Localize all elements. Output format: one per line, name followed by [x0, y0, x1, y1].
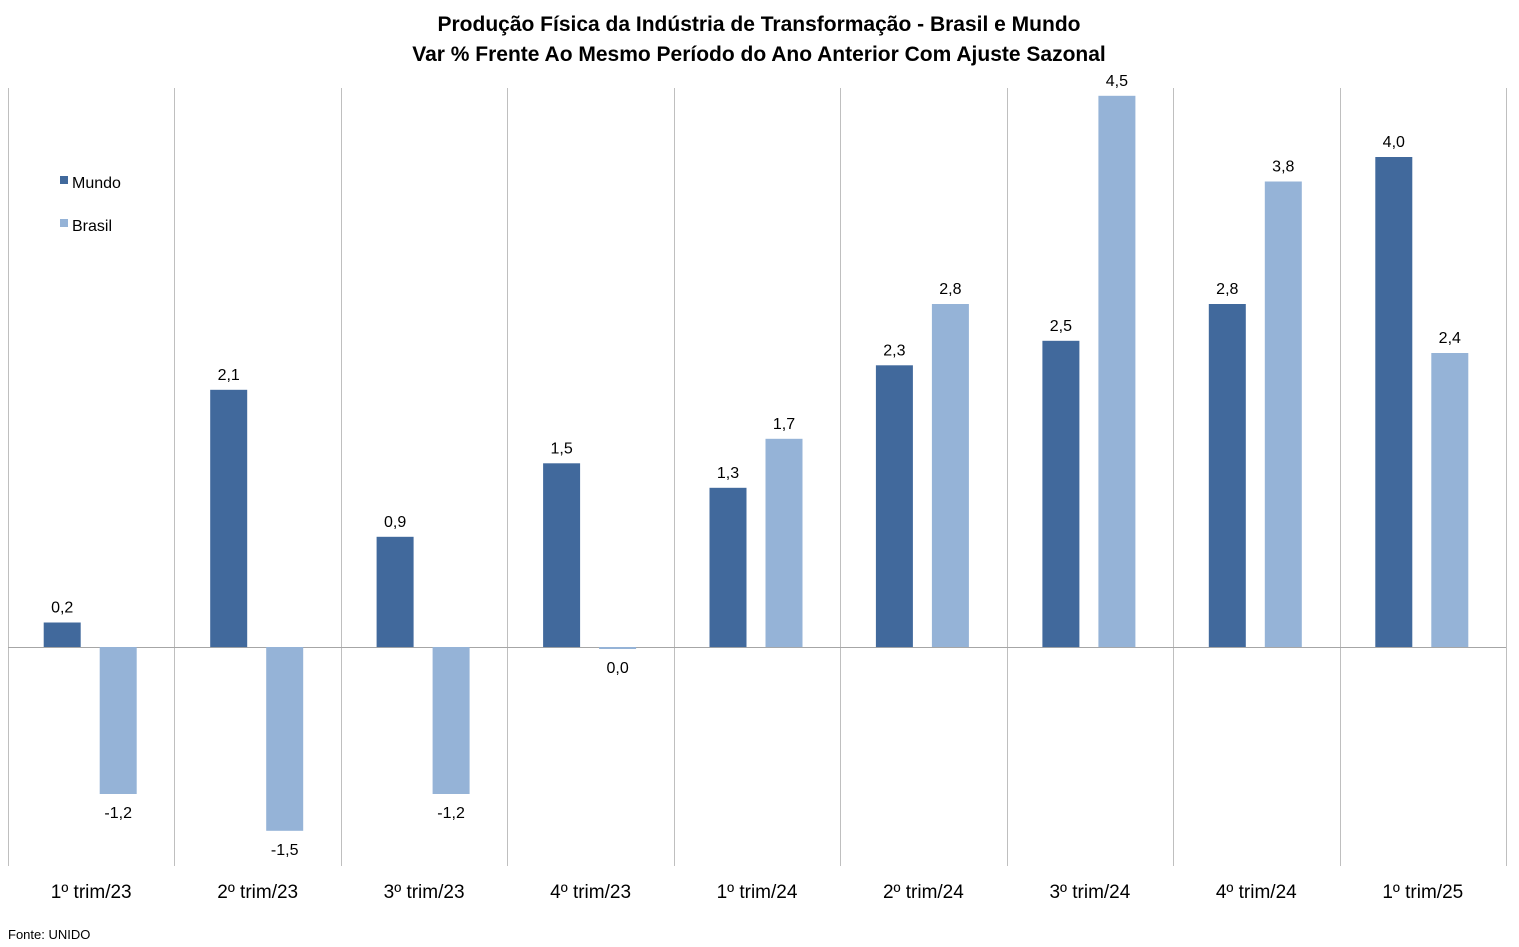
bars: [43, 95, 1469, 831]
chart-subtitle: Var % Frente Ao Mesmo Período do Ano Ant…: [412, 43, 1105, 66]
bar-mundo-8: [1208, 304, 1246, 647]
legend: Mundo Brasil: [60, 175, 121, 235]
category-labels: 1º trim/23 2º trim/23 3º trim/23 4º trim/23…: [51, 882, 1463, 903]
data-label-mundo-9: 4,0: [1383, 134, 1405, 151]
data-label-mundo-1: 0,2: [51, 600, 73, 617]
data-label-brasil-1: -1,2: [104, 805, 132, 822]
category-label-3: 3º trim/23: [384, 882, 465, 903]
category-label-1: 1º trim/23: [51, 882, 132, 903]
category-label-8: 4º trim/24: [1216, 882, 1297, 903]
data-labels: 0,2 -1,2 2,1 -1,5 0,9 -1,2 1,5 0,0 1,3 1,7 2,3 2,8 2…: [51, 73, 1461, 859]
data-label-mundo-8: 2,8: [1216, 281, 1238, 298]
data-label-brasil-5: 1,7: [773, 416, 795, 433]
bar-brasil-5: [765, 438, 803, 648]
bar-brasil-1: [99, 647, 137, 794]
legend-label-brasil: Brasil: [72, 218, 112, 235]
bar-mundo-7: [1042, 340, 1080, 648]
data-label-mundo-2: 2,1: [218, 367, 240, 384]
data-label-mundo-4: 1,5: [550, 440, 572, 457]
bar-mundo-6: [875, 365, 913, 648]
legend-swatch-brasil: [60, 219, 68, 227]
data-label-mundo-6: 2,3: [883, 342, 905, 359]
data-label-brasil-8: 3,8: [1272, 159, 1294, 176]
data-label-brasil-4: 0,0: [606, 660, 628, 677]
bar-brasil-7: [1098, 95, 1136, 648]
bar-mundo-9: [1375, 157, 1413, 647]
bar-brasil-2: [266, 647, 304, 831]
data-label-brasil-9: 2,4: [1439, 330, 1461, 347]
source-note: Fonte: UNIDO: [8, 927, 90, 942]
category-label-5: 1º trim/24: [717, 882, 798, 903]
bar-brasil-9: [1431, 353, 1469, 647]
data-label-brasil-3: -1,2: [437, 805, 465, 822]
bar-mundo-5: [709, 487, 747, 648]
data-label-brasil-7: 4,5: [1106, 73, 1128, 90]
category-label-2: 2º trim/23: [217, 882, 298, 903]
legend-swatch-mundo: [60, 176, 68, 184]
data-label-brasil-6: 2,8: [939, 281, 961, 298]
data-label-mundo-7: 2,5: [1050, 318, 1072, 335]
data-label-mundo-3: 0,9: [384, 514, 406, 531]
legend-label-mundo: Mundo: [72, 175, 121, 192]
category-label-9: 1º trim/25: [1382, 882, 1463, 903]
data-label-brasil-2: -1,5: [271, 842, 299, 859]
bar-brasil-8: [1264, 181, 1302, 647]
category-label-6: 2º trim/24: [883, 882, 964, 903]
bar-mundo-2: [210, 389, 248, 648]
category-label-4: 4º trim/23: [550, 882, 631, 903]
chart-title: Produção Física da Indústria de Transfor…: [438, 13, 1081, 36]
bar-mundo-4: [543, 463, 581, 648]
category-label-7: 3º trim/24: [1049, 882, 1130, 903]
bar-brasil-3: [432, 647, 470, 794]
bar-mundo-1: [43, 622, 81, 647]
gridlines: [8, 88, 1507, 866]
bar-brasil-4: [599, 647, 637, 649]
bar-mundo-3: [376, 536, 414, 648]
data-label-mundo-5: 1,3: [717, 465, 739, 482]
bar-brasil-6: [931, 304, 969, 647]
